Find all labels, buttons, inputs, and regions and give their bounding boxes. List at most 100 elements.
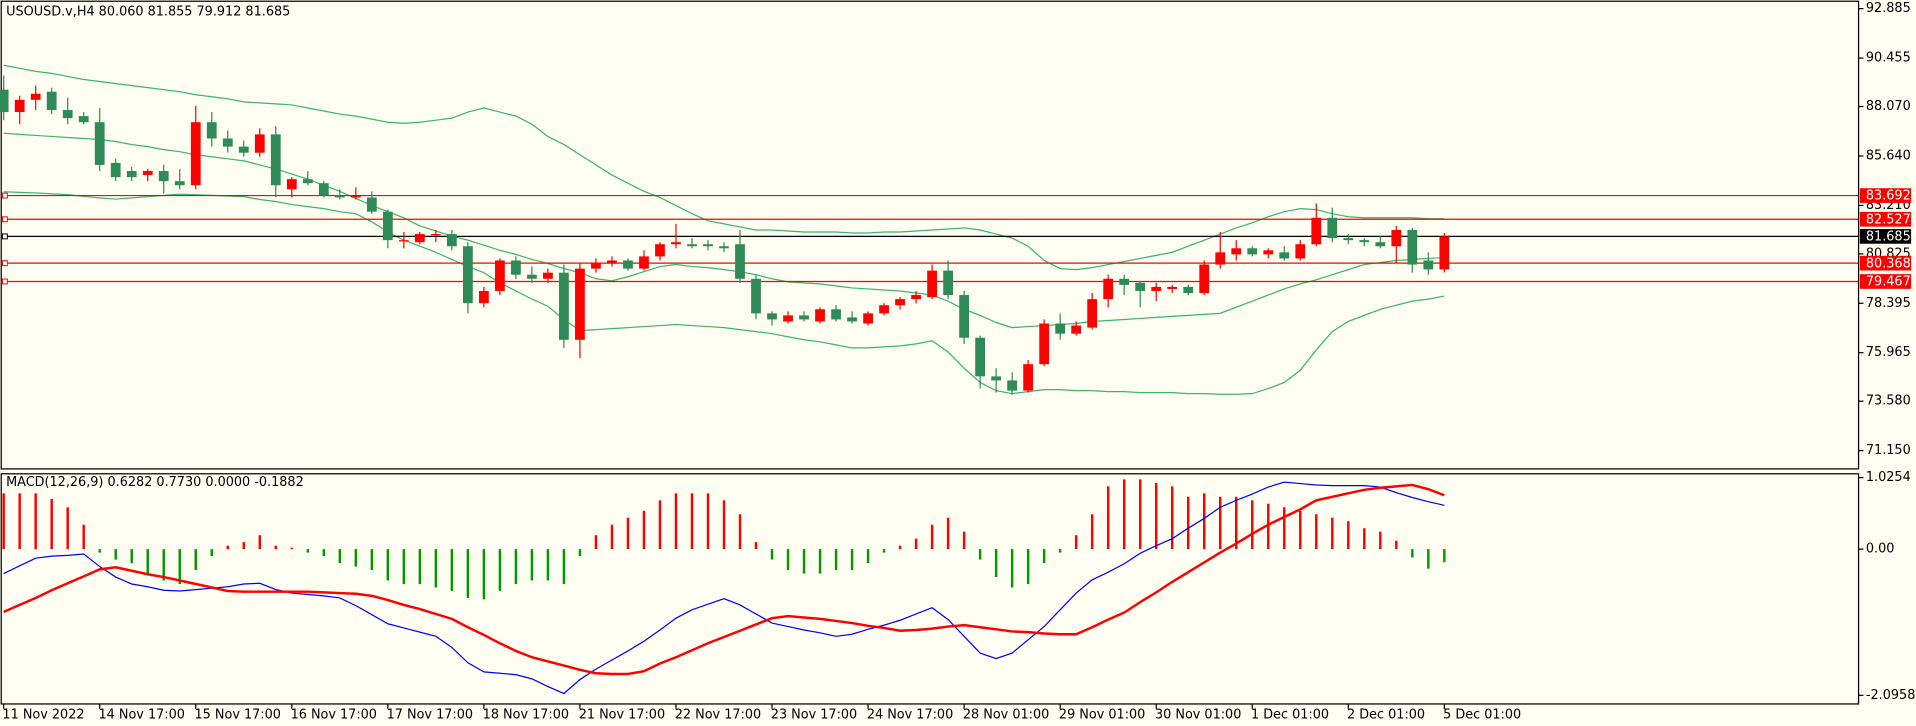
candle-body — [334, 195, 345, 198]
candle-body — [398, 240, 409, 242]
candle-body — [1071, 325, 1082, 334]
candle-body — [1423, 260, 1434, 270]
price-level-box — [1859, 188, 1912, 203]
candle-body — [318, 183, 329, 196]
price-panel — [0, 0, 1860, 470]
x-tick-label: 1 Dec 01:00 — [1251, 707, 1329, 722]
candle-body — [831, 309, 841, 320]
candle-body — [703, 244, 713, 247]
y-tick-label: 73.580 — [1866, 394, 1911, 409]
price-level-box — [1859, 229, 1912, 244]
candle-body — [414, 234, 425, 243]
candle-body — [1295, 244, 1306, 259]
candle-body — [366, 197, 377, 212]
x-tick-label: 16 Nov 17:00 — [291, 707, 377, 722]
candle-body — [446, 234, 457, 247]
x-tick-label: 21 Nov 17:00 — [579, 707, 665, 722]
candle-body — [1135, 282, 1146, 291]
bollinger-band — [3, 64, 1445, 271]
candle-body — [350, 195, 361, 198]
x-tick-label: 14 Nov 17:00 — [98, 707, 184, 722]
candle-body — [302, 179, 313, 184]
price-level-box — [1859, 274, 1912, 289]
price-level-handle — [1, 278, 8, 285]
candle-body — [30, 93, 41, 100]
candle-body — [14, 99, 25, 113]
price-level-label: 83.692 — [1866, 189, 1911, 204]
candle-body — [735, 244, 745, 279]
candle-body — [142, 171, 153, 176]
price-level-label: 82.527 — [1866, 212, 1911, 227]
price-level-label: 80.368 — [1866, 256, 1911, 271]
candle-body — [863, 313, 873, 324]
x-tick-label: 5 Dec 01:00 — [1443, 707, 1521, 722]
candle-body — [190, 122, 201, 186]
candle-body — [238, 146, 249, 153]
candle-body — [1327, 217, 1338, 239]
candle-body — [1279, 252, 1290, 259]
candle-body — [0, 89, 9, 113]
candle-body — [927, 270, 937, 298]
x-tick-label: 2 Dec 01:00 — [1347, 707, 1425, 722]
candle-body — [430, 234, 441, 236]
candle-body — [543, 272, 553, 279]
candle-body — [479, 290, 489, 304]
x-tick-label: 15 Nov 17:00 — [195, 707, 281, 722]
y-tick-label: 75.965 — [1866, 345, 1911, 360]
x-tick-label: 17 Nov 17:00 — [387, 707, 473, 722]
candle-body — [286, 179, 297, 190]
macd-panel — [0, 473, 1860, 705]
candle-body — [767, 313, 777, 320]
candle-body — [687, 244, 697, 247]
price-level-label: 79.467 — [1866, 275, 1911, 290]
bollinger-band — [3, 132, 1445, 329]
y-tick-label: -2.0958 — [1866, 688, 1915, 703]
chart-title: USOUSD.v,H4 80.060 81.855 79.912 81.685 — [6, 5, 290, 20]
candle-body — [222, 138, 233, 147]
candle-body — [591, 262, 601, 269]
candle-body — [623, 260, 633, 269]
candle-body — [1375, 242, 1386, 247]
x-tick-label: 24 Nov 17:00 — [867, 707, 953, 722]
candle-body — [527, 274, 537, 279]
candle-body — [511, 260, 521, 275]
candle-body — [895, 299, 905, 306]
candle-body — [1343, 238, 1354, 241]
bollinger-band — [3, 191, 1445, 395]
y-tick-label: 92.885 — [1866, 1, 1911, 16]
candle-body — [1087, 299, 1098, 328]
candle-body — [126, 171, 137, 178]
price-level-handle — [1, 216, 8, 223]
candle-body — [1407, 229, 1418, 265]
candle-body — [46, 91, 57, 111]
candle-body — [1231, 248, 1242, 255]
candle-body — [671, 242, 681, 245]
candle-body — [783, 315, 793, 322]
x-tick-label: 11 Nov 2022 — [2, 707, 84, 722]
candle-body — [639, 256, 649, 269]
price-level-handle — [1, 260, 8, 267]
candle-body — [943, 270, 953, 296]
candle-body — [751, 278, 761, 314]
candle-body — [270, 134, 281, 186]
candle-body — [1007, 380, 1018, 391]
x-tick-label: 30 Nov 01:00 — [1155, 707, 1241, 722]
candle-body — [879, 305, 889, 314]
candle-body — [719, 246, 729, 249]
candle-body — [799, 315, 809, 320]
macd-line — [3, 481, 1445, 695]
candle-body — [495, 260, 505, 291]
price-level-handle — [1, 233, 8, 240]
candle-body — [911, 295, 921, 300]
candle-body — [174, 181, 185, 186]
candle-body — [1151, 286, 1162, 291]
candle-body — [655, 244, 665, 257]
candle-body — [1391, 229, 1402, 247]
candle-body — [1263, 250, 1274, 255]
x-tick-label: 22 Nov 17:00 — [675, 707, 761, 722]
candle-body — [94, 122, 105, 165]
